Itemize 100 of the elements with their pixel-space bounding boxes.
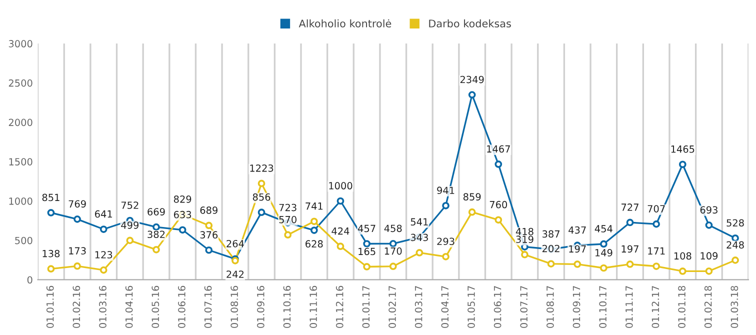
data-label: 454	[594, 225, 612, 232]
data-label: 1000	[329, 182, 352, 190]
x-tick-label: 01.10.17	[599, 286, 606, 328]
x-tick-label: 01.03.18	[730, 286, 738, 328]
point	[74, 216, 81, 223]
data-label: 752	[121, 202, 138, 209]
x-tick-label: 01.01.16	[46, 286, 54, 328]
data-label: 264	[226, 240, 244, 248]
point	[205, 246, 213, 254]
point	[205, 222, 213, 230]
point	[363, 240, 370, 248]
x-tick-label: 01.06.16	[178, 286, 186, 328]
data-label: 458	[384, 224, 402, 232]
data-label: 859	[463, 193, 481, 200]
point	[416, 249, 424, 256]
data-label: 528	[726, 219, 744, 227]
x-tick-label: 01.05.17	[468, 286, 475, 328]
point	[47, 209, 55, 216]
point	[336, 242, 344, 250]
data-label: 109	[700, 252, 718, 260]
data-label: 693	[700, 206, 718, 214]
point	[100, 266, 108, 274]
point	[178, 226, 186, 234]
data-label: 570	[279, 216, 296, 224]
data-label: 376	[200, 231, 218, 239]
y-tick-label: 2000	[8, 118, 32, 126]
x-tick-label: 01.02.18	[704, 286, 712, 328]
data-label: 856	[252, 193, 270, 201]
x-tick-label: 01.11.17	[625, 286, 633, 328]
data-label: 387	[542, 230, 560, 238]
data-label: 242	[226, 270, 244, 278]
data-label: 319	[516, 236, 534, 244]
data-label: 437	[568, 226, 586, 234]
data-label: 424	[332, 227, 350, 235]
point	[600, 264, 608, 272]
point	[732, 256, 739, 264]
data-label: 197	[622, 245, 638, 253]
data-label: 173	[69, 247, 86, 254]
point	[678, 268, 686, 275]
x-tick-label: 01.06.17	[494, 286, 502, 328]
point	[100, 226, 108, 233]
data-label: 829	[174, 196, 192, 203]
data-label: 123	[95, 251, 112, 258]
point	[521, 250, 528, 258]
x-tick-label: 01.11.16	[310, 286, 317, 328]
y-tick-label: 500	[15, 236, 32, 244]
data-label: 628	[306, 240, 323, 248]
data-label: 760	[490, 200, 508, 208]
data-label: 851	[42, 194, 60, 202]
x-tick-label: 01.07.17	[520, 286, 528, 328]
x-tick-label: 01.07.16	[204, 286, 212, 328]
point	[310, 226, 318, 234]
point	[152, 246, 160, 254]
point	[284, 231, 292, 239]
data-label: 499	[121, 221, 139, 229]
point	[494, 216, 502, 224]
data-label: 2349	[460, 76, 484, 84]
data-label: 149	[595, 249, 612, 256]
point	[547, 260, 555, 268]
point	[389, 240, 397, 248]
x-tick-label: 01.12.17	[652, 286, 660, 328]
y-tick-label: 3000	[8, 40, 32, 48]
x-tick-label: 01.02.16	[72, 286, 80, 328]
data-label: 707	[648, 205, 665, 212]
data-label: 689	[200, 206, 218, 214]
point	[705, 267, 713, 275]
point	[389, 262, 397, 270]
point	[494, 160, 502, 168]
data-label: 741	[306, 202, 323, 210]
point	[126, 236, 134, 244]
point	[442, 252, 450, 260]
data-label: 171	[648, 247, 665, 255]
point	[47, 265, 55, 273]
x-tick-label: 01.10.16	[283, 286, 291, 328]
x-tick-label: 01.02.17	[388, 286, 396, 328]
data-label: 1467	[487, 145, 510, 153]
x-tick-label: 01.03.16	[99, 286, 106, 328]
data-label: 641	[95, 210, 112, 218]
data-label: 248	[726, 241, 744, 249]
data-label: 1223	[250, 164, 274, 172]
point	[574, 260, 582, 268]
data-label: 343	[410, 234, 428, 242]
y-tick-label: 0	[27, 276, 32, 284]
legend-label: Darbo kodeksas	[429, 19, 511, 28]
x-tick-label: 01.08.17	[546, 286, 554, 328]
x-tick-label: 01.09.16	[256, 286, 264, 328]
data-label: 382	[148, 230, 165, 238]
data-label: 293	[437, 238, 454, 246]
x-tick-label: 01.04.17	[441, 286, 449, 328]
point	[310, 218, 318, 226]
x-tick-label: 01.05.16	[152, 286, 160, 328]
data-label: 457	[358, 224, 376, 232]
point	[336, 197, 344, 205]
point	[652, 220, 660, 228]
point	[468, 208, 476, 216]
data-label: 669	[148, 208, 165, 216]
x-tick-label: 01.09.17	[572, 286, 580, 328]
point	[626, 260, 634, 268]
data-label: 138	[42, 250, 60, 258]
point	[678, 160, 686, 168]
